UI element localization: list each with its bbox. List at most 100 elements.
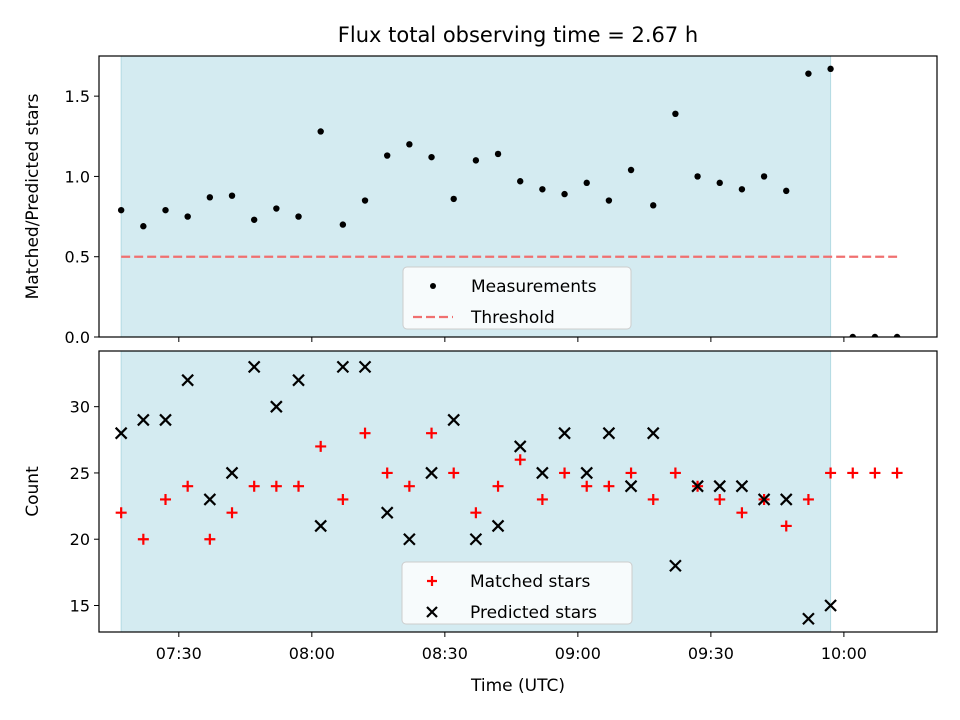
ratio-y-axis-label: Matched/Predicted stars bbox=[23, 93, 43, 299]
y-tick-label: 0.0 bbox=[65, 328, 90, 347]
measurement-point bbox=[472, 157, 480, 164]
matched-star-point bbox=[869, 467, 881, 479]
matched-star-point bbox=[248, 480, 260, 492]
measurement-point bbox=[295, 213, 302, 220]
legend-box bbox=[402, 266, 632, 330]
matched-star-point bbox=[315, 440, 327, 452]
measurement-point bbox=[561, 190, 568, 198]
matched-star-point bbox=[603, 480, 615, 492]
measurement-point bbox=[805, 70, 812, 77]
matched-star-point bbox=[381, 467, 393, 479]
predicted-star-point bbox=[802, 612, 815, 626]
y-tick-label: 30 bbox=[70, 398, 90, 417]
matched-star-point bbox=[470, 507, 482, 519]
predicted-star-point bbox=[447, 413, 460, 427]
measurement-point bbox=[517, 178, 524, 185]
x-tick-label: 08:30 bbox=[422, 644, 468, 663]
measurement-point bbox=[650, 202, 657, 209]
legend-plus-marker bbox=[427, 576, 437, 586]
measurement-point bbox=[162, 206, 169, 214]
measurement-point bbox=[539, 186, 546, 193]
predicted-star-point bbox=[137, 413, 150, 427]
count-axes-frame bbox=[98, 350, 938, 633]
matched-star-point bbox=[625, 467, 637, 479]
measurement-point bbox=[849, 333, 856, 337]
matched-star-point bbox=[137, 533, 149, 545]
measurement-point bbox=[428, 153, 435, 161]
count-panel: 15 20 25 30 Count 07:30 08:00 08:30 09:00 09:30 10… bbox=[23, 350, 938, 663]
matched-star-point bbox=[182, 480, 194, 492]
count-y-axis-label: Count bbox=[23, 466, 43, 517]
predicted-star-point bbox=[181, 373, 194, 387]
ratio-panel: 0.0 0.5 1.0 1.5 Matched/Predicted stars Measu… bbox=[23, 55, 938, 347]
measurement-point bbox=[117, 206, 125, 214]
matched-star-point bbox=[403, 480, 415, 492]
measurement-point bbox=[273, 205, 280, 212]
predicted-star-point bbox=[513, 440, 527, 453]
measurement-point bbox=[250, 216, 258, 223]
measurement-point bbox=[694, 173, 701, 180]
predicted-star-point bbox=[225, 466, 239, 480]
predicted-star-point bbox=[779, 493, 793, 506]
measurement-point bbox=[871, 333, 879, 337]
predicted-star-point bbox=[159, 413, 172, 427]
count-plot-area bbox=[114, 360, 903, 626]
count-legend: Matched stars Predicted stars bbox=[401, 561, 633, 625]
measurement-point bbox=[605, 197, 613, 204]
legend-x-marker bbox=[426, 606, 438, 618]
matched-star-point bbox=[559, 467, 571, 479]
y-tick-label: 1.5 bbox=[65, 87, 90, 106]
predicted-star-point bbox=[203, 493, 217, 506]
predicted-star-point bbox=[292, 373, 305, 387]
measurement-point bbox=[406, 141, 413, 148]
measurement-point bbox=[228, 192, 236, 199]
y-tick-label: 1.0 bbox=[65, 167, 90, 186]
measurement-point bbox=[760, 173, 768, 180]
chart-title: Flux total observing time = 2.67 h bbox=[338, 23, 698, 47]
predicted-star-point bbox=[491, 519, 505, 533]
matched-star-point bbox=[270, 480, 282, 492]
x-tick-label: 09:30 bbox=[688, 644, 734, 663]
legend-dot-marker bbox=[430, 283, 436, 289]
x-tick-label: 09:00 bbox=[555, 644, 601, 663]
predicted-star-point bbox=[536, 466, 549, 480]
y-tick-label: 25 bbox=[70, 464, 90, 483]
predicted-star-point bbox=[691, 479, 704, 493]
predicted-star-point bbox=[469, 532, 483, 546]
predicted-star-point bbox=[336, 360, 350, 374]
matched-star-point bbox=[492, 480, 504, 492]
matched-star-point bbox=[669, 467, 681, 479]
legend-box bbox=[401, 561, 633, 625]
matched-star-point bbox=[293, 480, 305, 492]
predicted-star-point bbox=[757, 493, 771, 506]
y-tick-label: 15 bbox=[70, 596, 90, 615]
predicted-star-point bbox=[602, 426, 616, 440]
predicted-star-point bbox=[624, 479, 638, 493]
x-tick-label: 07:30 bbox=[156, 644, 202, 663]
measurement-point bbox=[339, 221, 347, 228]
predicted-star-point bbox=[270, 400, 283, 413]
matched-star-point bbox=[802, 493, 814, 505]
matched-star-point bbox=[581, 480, 593, 492]
predicted-star-point bbox=[669, 559, 682, 573]
matched-star-point bbox=[337, 493, 349, 505]
predicted-star-point bbox=[824, 599, 837, 612]
matched-star-point bbox=[736, 507, 748, 519]
matched-star-point bbox=[426, 427, 438, 439]
ratio-axes-frame bbox=[98, 55, 938, 338]
predicted-star-point bbox=[713, 479, 727, 493]
predicted-star-point bbox=[403, 532, 416, 546]
measurement-point bbox=[361, 197, 369, 204]
legend-label: Measurements bbox=[471, 277, 597, 297]
predicted-star-point bbox=[425, 466, 438, 480]
measurement-point bbox=[627, 166, 635, 174]
predicted-star-point bbox=[735, 479, 749, 493]
matched-star-point bbox=[647, 493, 659, 505]
matched-star-point bbox=[825, 467, 837, 479]
measurement-point bbox=[583, 179, 590, 187]
predicted-star-point bbox=[380, 506, 394, 519]
predicted-star-point bbox=[247, 360, 261, 374]
matched-star-point bbox=[115, 507, 127, 519]
measurement-point bbox=[184, 213, 191, 220]
matched-star-point bbox=[780, 520, 792, 532]
